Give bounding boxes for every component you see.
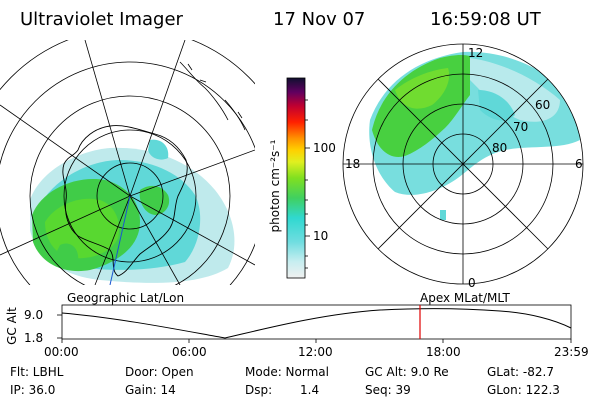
colorbar-tick-100: 100	[313, 141, 336, 155]
altitude-ylabel: GC Alt	[5, 307, 19, 345]
colorbar	[286, 77, 306, 279]
instrument-title: Ultraviolet Imager	[20, 9, 183, 30]
geographic-label: Geographic Lat/Lon	[67, 291, 185, 305]
altitude-xtick-18: 18:00	[426, 345, 461, 359]
info-seq: Seq: 39	[365, 383, 411, 397]
info-dsp-label: Dsp:	[245, 383, 273, 397]
altitude-xtick-end: 23:59	[554, 345, 589, 359]
mlt-label-0: 0	[468, 276, 476, 290]
lat-label-80: 80	[492, 141, 508, 155]
info-glon: GLon: 122.3	[487, 383, 560, 397]
apex-label: Apex MLat/MLT	[420, 291, 510, 305]
time-label: 16:59:08 UT	[430, 9, 541, 30]
info-gc-alt: GC Alt: 9.0 Re	[365, 365, 449, 379]
geo-coastline	[62, 125, 188, 277]
altitude-xtick-12: 12:00	[298, 345, 333, 359]
lat-label-60: 60	[535, 98, 551, 112]
colorbar-unit-label: photon cm⁻²s⁻¹	[268, 139, 282, 233]
altitude-xtick-0: 00:00	[44, 345, 79, 359]
info-glat: GLat: -82.7	[487, 365, 554, 379]
info-ip: IP: 36.0	[10, 383, 56, 397]
date-label: 17 Nov 07	[273, 9, 366, 30]
altitude-ytick-9: 9.0	[24, 308, 44, 322]
info-door: Door: Open	[125, 365, 194, 379]
mlt-label-18: 18	[345, 157, 361, 171]
info-mode: Mode: Normal	[245, 365, 329, 379]
colorbar-tick-10: 10	[313, 229, 329, 243]
altitude-ytick-1.8: 1.8	[24, 331, 44, 345]
altitude-curve	[61, 308, 572, 339]
mlt-label-12: 12	[468, 46, 484, 60]
info-dsp-value: 1.4	[300, 383, 320, 397]
geographic-map	[0, 40, 255, 285]
polar-map	[342, 43, 584, 285]
altitude-xtick-6: 06:00	[172, 345, 207, 359]
mlt-label-6: 6	[575, 157, 583, 171]
geo-aurora-green2	[45, 198, 120, 259]
info-gain: Gain: 14	[125, 383, 176, 397]
altitude-plot-frame	[61, 304, 572, 340]
info-flt: Flt: LBHL	[10, 365, 64, 379]
lat-label-70: 70	[513, 120, 529, 134]
